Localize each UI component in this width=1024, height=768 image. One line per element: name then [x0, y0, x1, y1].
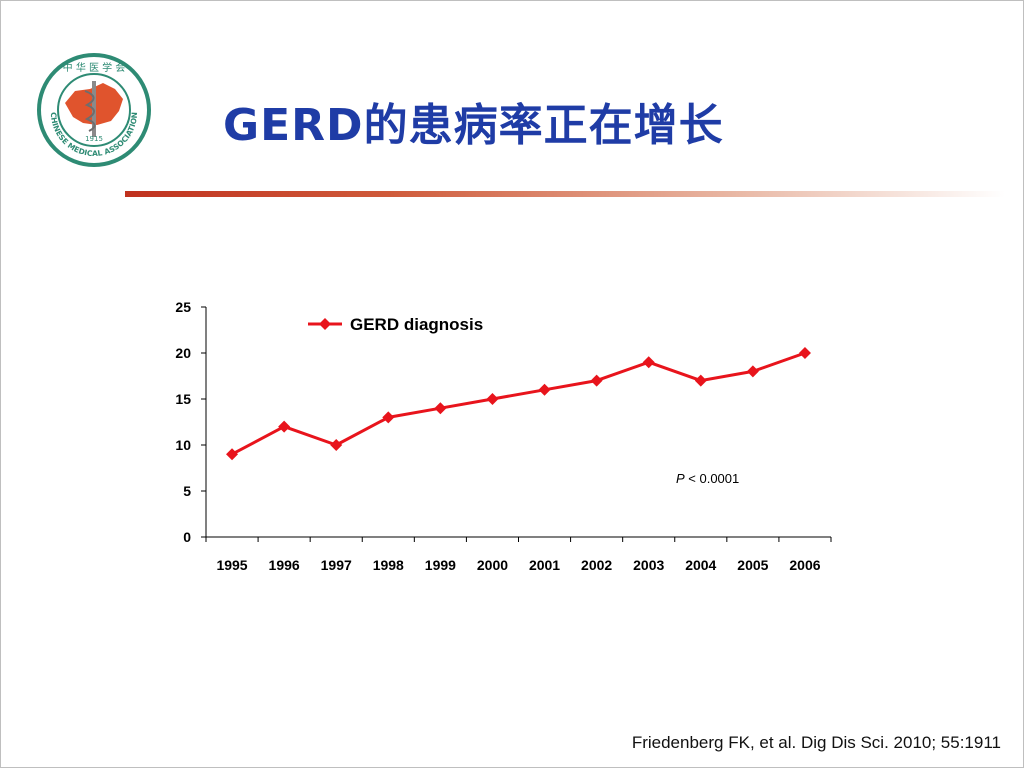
- y-tick-label: 15: [175, 391, 191, 407]
- x-tick-label: 1996: [269, 557, 300, 573]
- p-value-text: < 0.0001: [685, 471, 740, 486]
- data-point: [642, 356, 655, 369]
- x-tick-label: 2003: [633, 557, 664, 573]
- data-point: [694, 374, 707, 387]
- x-axis-ticks: 1995 1996 1997 1998 1999 2000 2001 2002 2003 2004…: [205, 537, 832, 573]
- data-point: [278, 420, 291, 433]
- chart-series: [226, 347, 811, 461]
- x-tick-label: 1999: [425, 557, 456, 573]
- data-point: [330, 439, 343, 451]
- x-tick-label: 2000: [477, 557, 508, 573]
- legend-label: GERD diagnosis: [350, 315, 483, 334]
- y-tick-label: 10: [175, 437, 191, 453]
- x-tick-label: 1997: [321, 557, 352, 573]
- logo-year: 1915: [85, 135, 103, 143]
- data-point: [434, 402, 447, 415]
- x-tick-label: 1995: [216, 557, 247, 573]
- x-tick-label: 2004: [685, 557, 716, 573]
- y-tick-label: 25: [175, 299, 191, 315]
- x-tick-label: 2005: [737, 557, 768, 573]
- gerd-line-chart: 0 5 10 15 20 25 1995 1996 1997 1998 1999 2000 2001 2…: [175, 299, 832, 573]
- data-point: [798, 347, 811, 359]
- y-tick-label: 20: [175, 345, 191, 361]
- x-tick-label: 2002: [581, 557, 612, 573]
- legend-marker: [319, 318, 331, 330]
- x-tick-label: 2001: [529, 557, 560, 573]
- y-tick-label: 0: [183, 529, 191, 545]
- y-tick-label: 5: [183, 483, 191, 499]
- p-value-italic: P: [676, 471, 685, 486]
- chart-legend: GERD diagnosis: [308, 315, 483, 334]
- p-value-annotation: P < 0.0001: [676, 471, 739, 486]
- data-point: [590, 374, 603, 387]
- x-tick-label: 2006: [789, 557, 820, 573]
- data-point: [382, 411, 395, 424]
- chart-axes: [205, 307, 831, 538]
- title-underline: [125, 191, 1005, 197]
- x-tick-label: 1998: [373, 557, 404, 573]
- citation: Friedenberg FK, et al. Dig Dis Sci. 2010…: [631, 733, 1001, 752]
- data-point: [538, 383, 551, 396]
- data-point: [746, 365, 759, 378]
- chinese-medical-association-logo: 中 华 医 学 会 1915 CHINESE MEDICAL ASSOCIATI…: [37, 53, 151, 167]
- page-title: GERD的患病率正在增长: [223, 100, 724, 151]
- y-axis-ticks: 0 5 10 15 20 25: [175, 299, 206, 545]
- data-point: [486, 393, 499, 405]
- data-point: [226, 448, 239, 461]
- logo-top-text: 中 华 医 学 会: [63, 61, 126, 74]
- series-line: [231, 351, 806, 456]
